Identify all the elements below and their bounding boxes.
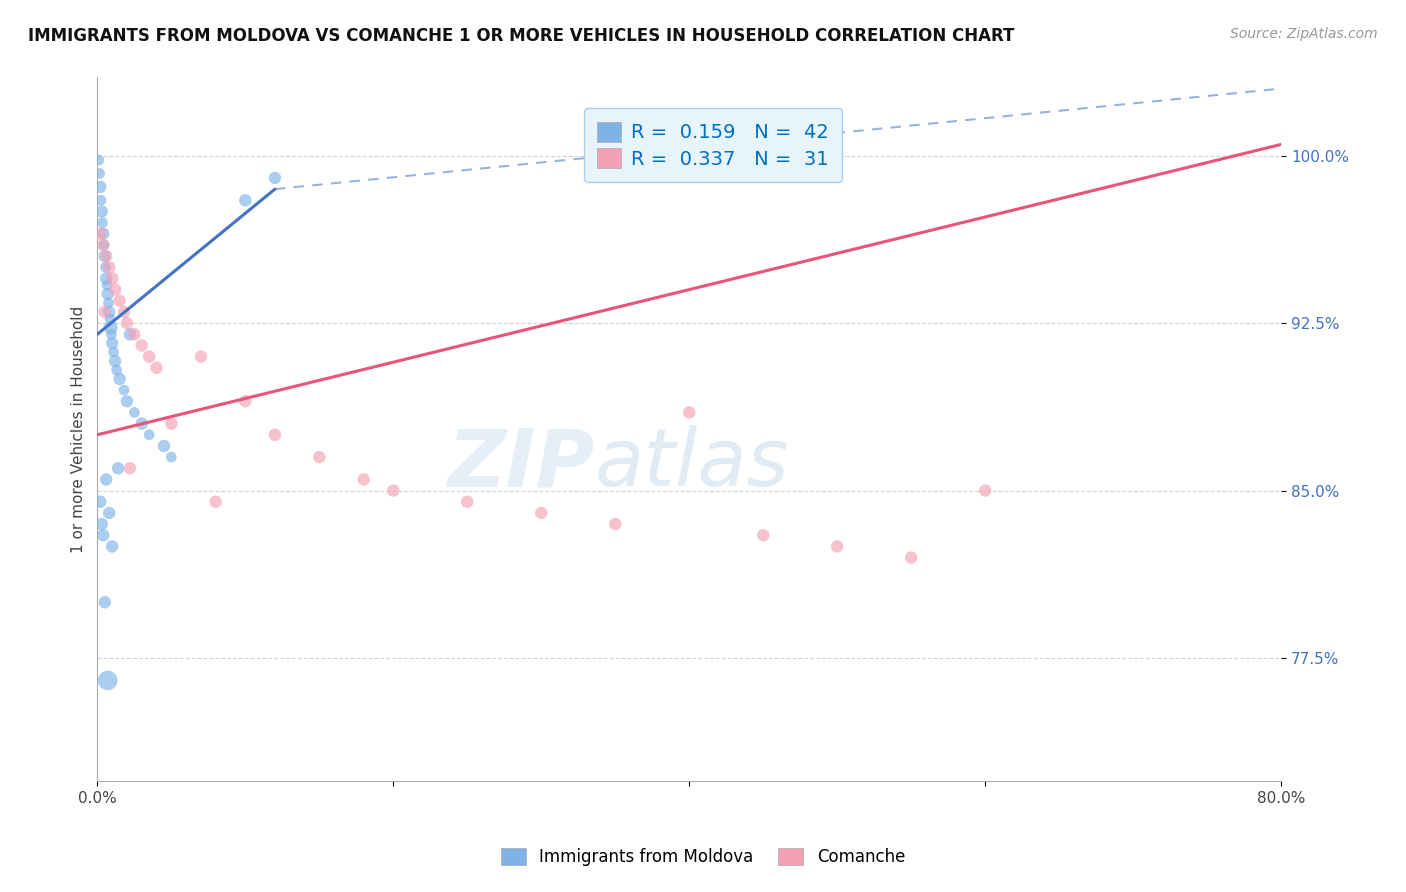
Point [98, 260, 121, 275]
Point [97, 287, 120, 301]
Point [115, 394, 138, 409]
Text: atlas: atlas [595, 425, 789, 503]
Point [87, 153, 110, 167]
Point [308, 450, 330, 464]
Point [89, 495, 111, 509]
Point [91, 227, 114, 241]
Point [96, 271, 118, 285]
Point [90, 517, 112, 532]
Point [233, 194, 256, 208]
Point [98, 305, 121, 319]
Point [101, 271, 124, 285]
Point [91, 528, 114, 542]
Point [98, 311, 121, 326]
Point [94, 249, 117, 263]
Point [118, 327, 141, 342]
Point [101, 540, 124, 554]
Point [204, 495, 226, 509]
Point [974, 483, 997, 498]
Point [94, 260, 117, 275]
Point [124, 327, 146, 342]
Point [89, 166, 111, 180]
Text: Source: ZipAtlas.com: Source: ZipAtlas.com [1230, 27, 1378, 41]
Point [107, 461, 129, 475]
Point [153, 439, 176, 453]
Point [112, 383, 135, 397]
Text: ZIP: ZIP [447, 425, 595, 503]
Point [101, 336, 124, 351]
Point [108, 293, 131, 308]
Point [131, 338, 153, 352]
Point [105, 363, 128, 377]
Point [91, 216, 114, 230]
Point [90, 194, 112, 208]
Point [91, 238, 114, 252]
Point [825, 540, 848, 554]
Point [89, 179, 111, 194]
Point [100, 327, 122, 342]
Point [108, 372, 131, 386]
Point [90, 204, 112, 219]
Point [678, 405, 700, 419]
Point [100, 320, 122, 334]
Point [131, 417, 153, 431]
Point [124, 405, 146, 419]
Point [900, 550, 922, 565]
Point [103, 345, 125, 359]
Point [96, 249, 118, 263]
Point [98, 506, 121, 520]
Legend: Immigrants from Moldova, Comanche: Immigrants from Moldova, Comanche [492, 840, 914, 875]
Point [138, 350, 160, 364]
Point [97, 296, 120, 310]
Point [96, 278, 118, 293]
Point [104, 283, 127, 297]
Point [93, 238, 115, 252]
Point [160, 450, 183, 464]
Point [138, 427, 160, 442]
Point [456, 495, 478, 509]
Legend: R =  0.159   N =  42, R =  0.337   N =  31: R = 0.159 N = 42, R = 0.337 N = 31 [583, 108, 842, 182]
Point [160, 417, 183, 431]
Point [264, 170, 287, 185]
Point [382, 483, 405, 498]
Y-axis label: 1 or more Vehicles in Household: 1 or more Vehicles in Household [72, 306, 86, 553]
Point [605, 517, 627, 532]
Text: IMMIGRANTS FROM MOLDOVA VS COMANCHE 1 OR MORE VEHICLES IN HOUSEHOLD CORRELATION : IMMIGRANTS FROM MOLDOVA VS COMANCHE 1 OR… [28, 27, 1015, 45]
Point [115, 316, 138, 330]
Point [94, 595, 117, 609]
Point [104, 354, 127, 368]
Point [752, 528, 775, 542]
Point [190, 350, 212, 364]
Point [353, 472, 375, 486]
Point [89, 227, 111, 241]
Point [264, 427, 287, 442]
Point [118, 461, 141, 475]
Point [233, 394, 256, 409]
Point [96, 472, 118, 486]
Point [530, 506, 553, 520]
Point [94, 305, 117, 319]
Point [112, 305, 135, 319]
Point [97, 673, 120, 688]
Point [145, 360, 167, 375]
